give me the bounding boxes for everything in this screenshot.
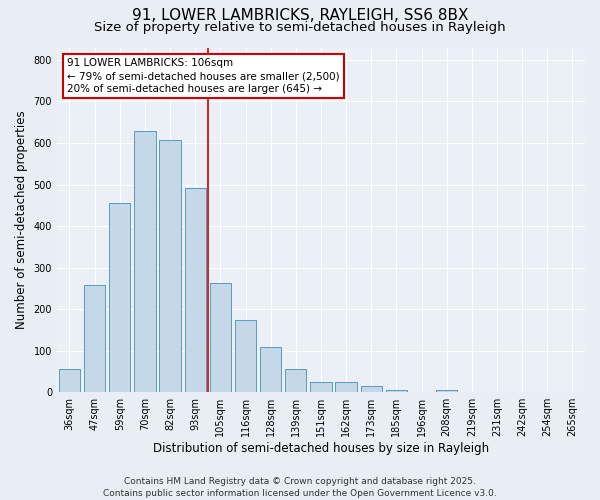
X-axis label: Distribution of semi-detached houses by size in Rayleigh: Distribution of semi-detached houses by … xyxy=(153,442,489,455)
Text: 91, LOWER LAMBRICKS, RAYLEIGH, SS6 8BX: 91, LOWER LAMBRICKS, RAYLEIGH, SS6 8BX xyxy=(132,8,468,22)
Bar xyxy=(84,285,106,392)
Bar xyxy=(335,382,357,392)
Bar xyxy=(209,283,231,392)
Bar xyxy=(361,386,382,392)
Bar xyxy=(436,390,457,392)
Bar xyxy=(59,370,80,392)
Bar xyxy=(134,130,155,392)
Bar xyxy=(185,188,206,392)
Bar xyxy=(160,140,181,392)
Bar xyxy=(235,320,256,392)
Bar xyxy=(260,346,281,392)
Bar xyxy=(310,382,332,392)
Bar xyxy=(109,203,130,392)
Y-axis label: Number of semi-detached properties: Number of semi-detached properties xyxy=(15,110,28,329)
Bar xyxy=(386,390,407,392)
Bar xyxy=(285,370,307,392)
Text: Size of property relative to semi-detached houses in Rayleigh: Size of property relative to semi-detach… xyxy=(94,21,506,34)
Text: 91 LOWER LAMBRICKS: 106sqm
← 79% of semi-detached houses are smaller (2,500)
20%: 91 LOWER LAMBRICKS: 106sqm ← 79% of semi… xyxy=(67,58,340,94)
Text: Contains HM Land Registry data © Crown copyright and database right 2025.
Contai: Contains HM Land Registry data © Crown c… xyxy=(103,476,497,498)
